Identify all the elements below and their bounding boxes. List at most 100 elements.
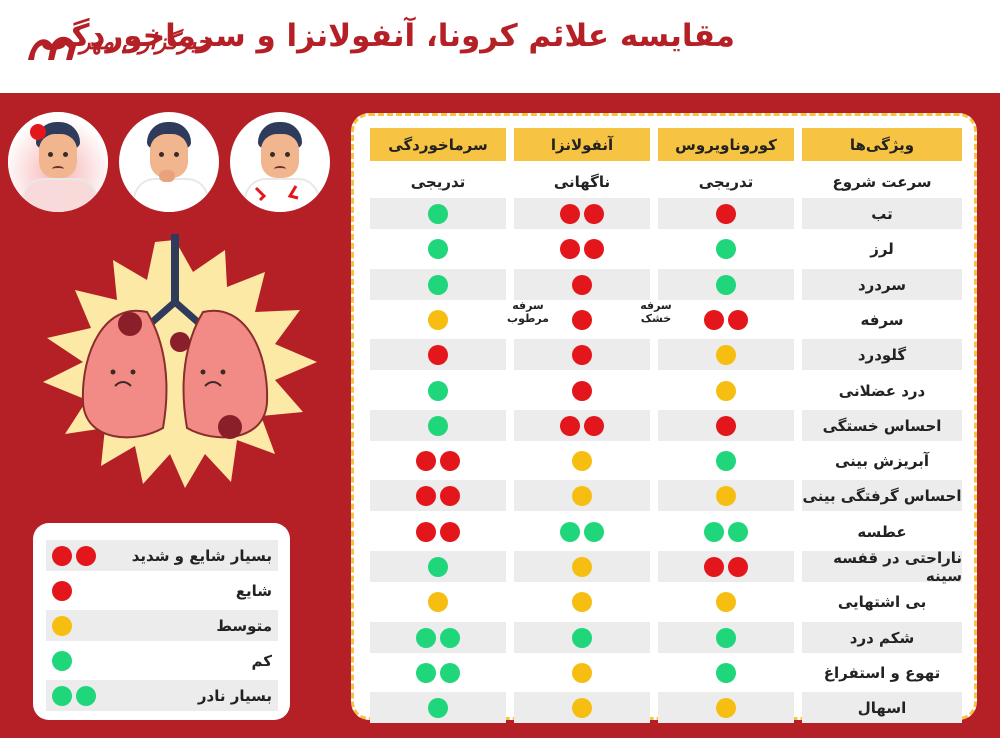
cell-flu (514, 551, 650, 582)
comparison-table: ویژگی‌ها کوروناویروس آنفولانزا سرماخوردگ… (351, 113, 977, 723)
yellow-level-dot (428, 591, 448, 612)
cell-flu (514, 445, 650, 476)
row-background (802, 692, 962, 723)
cell-flu (514, 622, 650, 653)
legend-item: بسیار نادر (46, 680, 278, 711)
yellow-level-dot (572, 591, 592, 612)
red-level-dot (440, 521, 460, 542)
row-background (658, 551, 794, 582)
row-label-onset: سرعت شروع (832, 172, 932, 191)
cell-cold (370, 445, 506, 476)
cell-corona (658, 410, 794, 441)
green-level-dot (716, 238, 736, 259)
row-label: آبریزش بینی (834, 451, 930, 470)
red-level-dot (728, 309, 748, 330)
cell-flu (514, 339, 650, 370)
green-level-dot (428, 415, 448, 436)
cell-flu (514, 657, 650, 688)
green-level-dot (716, 274, 736, 295)
red-level-dot (416, 485, 436, 506)
green-level-dot (440, 627, 460, 648)
cell-corona (658, 304, 794, 335)
green-level-dot (416, 662, 436, 683)
cell-cold (370, 304, 506, 335)
green-level-dot (584, 521, 604, 542)
yellow-level-dot (572, 485, 592, 506)
cell-corona (658, 692, 794, 723)
red-level-dot (416, 521, 436, 542)
column-header-features: ویژگی‌ها (802, 128, 962, 161)
infected-lungs-icon (43, 234, 317, 488)
row-background (802, 269, 962, 300)
cell-cold (370, 692, 506, 723)
cell-cold (370, 516, 506, 547)
cell-cold (370, 622, 506, 653)
row-label: سرفه (860, 310, 904, 329)
row-background (370, 622, 506, 653)
cell-flu (514, 198, 650, 229)
cell-flu (514, 516, 650, 547)
logo-text: خبرگزاری مهر (80, 30, 211, 55)
cell-cold (370, 551, 506, 582)
red-level-dot (716, 203, 736, 224)
cell-corona (658, 233, 794, 264)
yellow-level-dot (716, 697, 736, 718)
red-level-dot (704, 556, 724, 577)
cell-flu (514, 480, 650, 511)
cell-corona (658, 339, 794, 370)
legend-label: متوسط (216, 616, 272, 635)
row-background (514, 410, 650, 441)
cell-corona (658, 269, 794, 300)
legend-item: کم (46, 645, 278, 676)
cell-corona (658, 198, 794, 229)
red-level-dot (560, 238, 580, 259)
row-label: درد عضلانی (838, 381, 926, 400)
legend-label: کم (251, 651, 273, 670)
row-background (802, 622, 962, 653)
cell-cold (370, 480, 506, 511)
row-label: عطسه (857, 522, 907, 541)
red-level-dot (428, 344, 448, 365)
row-background (802, 198, 962, 229)
red-level-dot (716, 415, 736, 436)
cell-cold (370, 339, 506, 370)
cell-flu (514, 692, 650, 723)
cell-corona (658, 657, 794, 688)
onset-corona: تدریجی (698, 172, 754, 191)
red-level-dot (584, 238, 604, 259)
cough-face-icon (119, 112, 219, 212)
column-header-flu: آنفولانزا (514, 128, 650, 161)
green-level-dot (428, 274, 448, 295)
green-level-dot (560, 521, 580, 542)
row-background (802, 410, 962, 441)
mehr-logo-icon (28, 36, 76, 60)
row-background (514, 198, 650, 229)
cell-corona (658, 586, 794, 617)
header-bar: مقایسه علائم کرونا، آنفولانزا و سرماخورد… (0, 0, 1000, 93)
red-level-dot (440, 485, 460, 506)
cell-cold (370, 198, 506, 229)
legend-item: متوسط (46, 610, 278, 641)
red-level-dot (560, 415, 580, 436)
red-level-dot (584, 203, 604, 224)
yellow-level-dot (716, 344, 736, 365)
cell-cold (370, 375, 506, 406)
red-level-dot (560, 203, 580, 224)
cell-flu (514, 269, 650, 300)
cell-corona (658, 516, 794, 547)
cell-cold (370, 233, 506, 264)
green-level-dot (428, 380, 448, 401)
cell-flu (514, 586, 650, 617)
red-level-dot (572, 344, 592, 365)
green-level-dot (440, 662, 460, 683)
mehr-logo: خبرگزاری مهر (22, 20, 242, 72)
cell-corona (658, 445, 794, 476)
chest-pain-face-icon (230, 112, 330, 212)
cell-flu (514, 375, 650, 406)
green-level-dot (428, 556, 448, 577)
legend-label: بسیار شایع و شدید (131, 546, 272, 565)
red-level-dot (572, 309, 592, 330)
onset-flu: ناگهانی (553, 172, 611, 191)
legend-box: بسیار شایع و شدید شایع متوسط کم بسیار نا… (33, 523, 290, 720)
legend-label: شایع (235, 581, 272, 600)
